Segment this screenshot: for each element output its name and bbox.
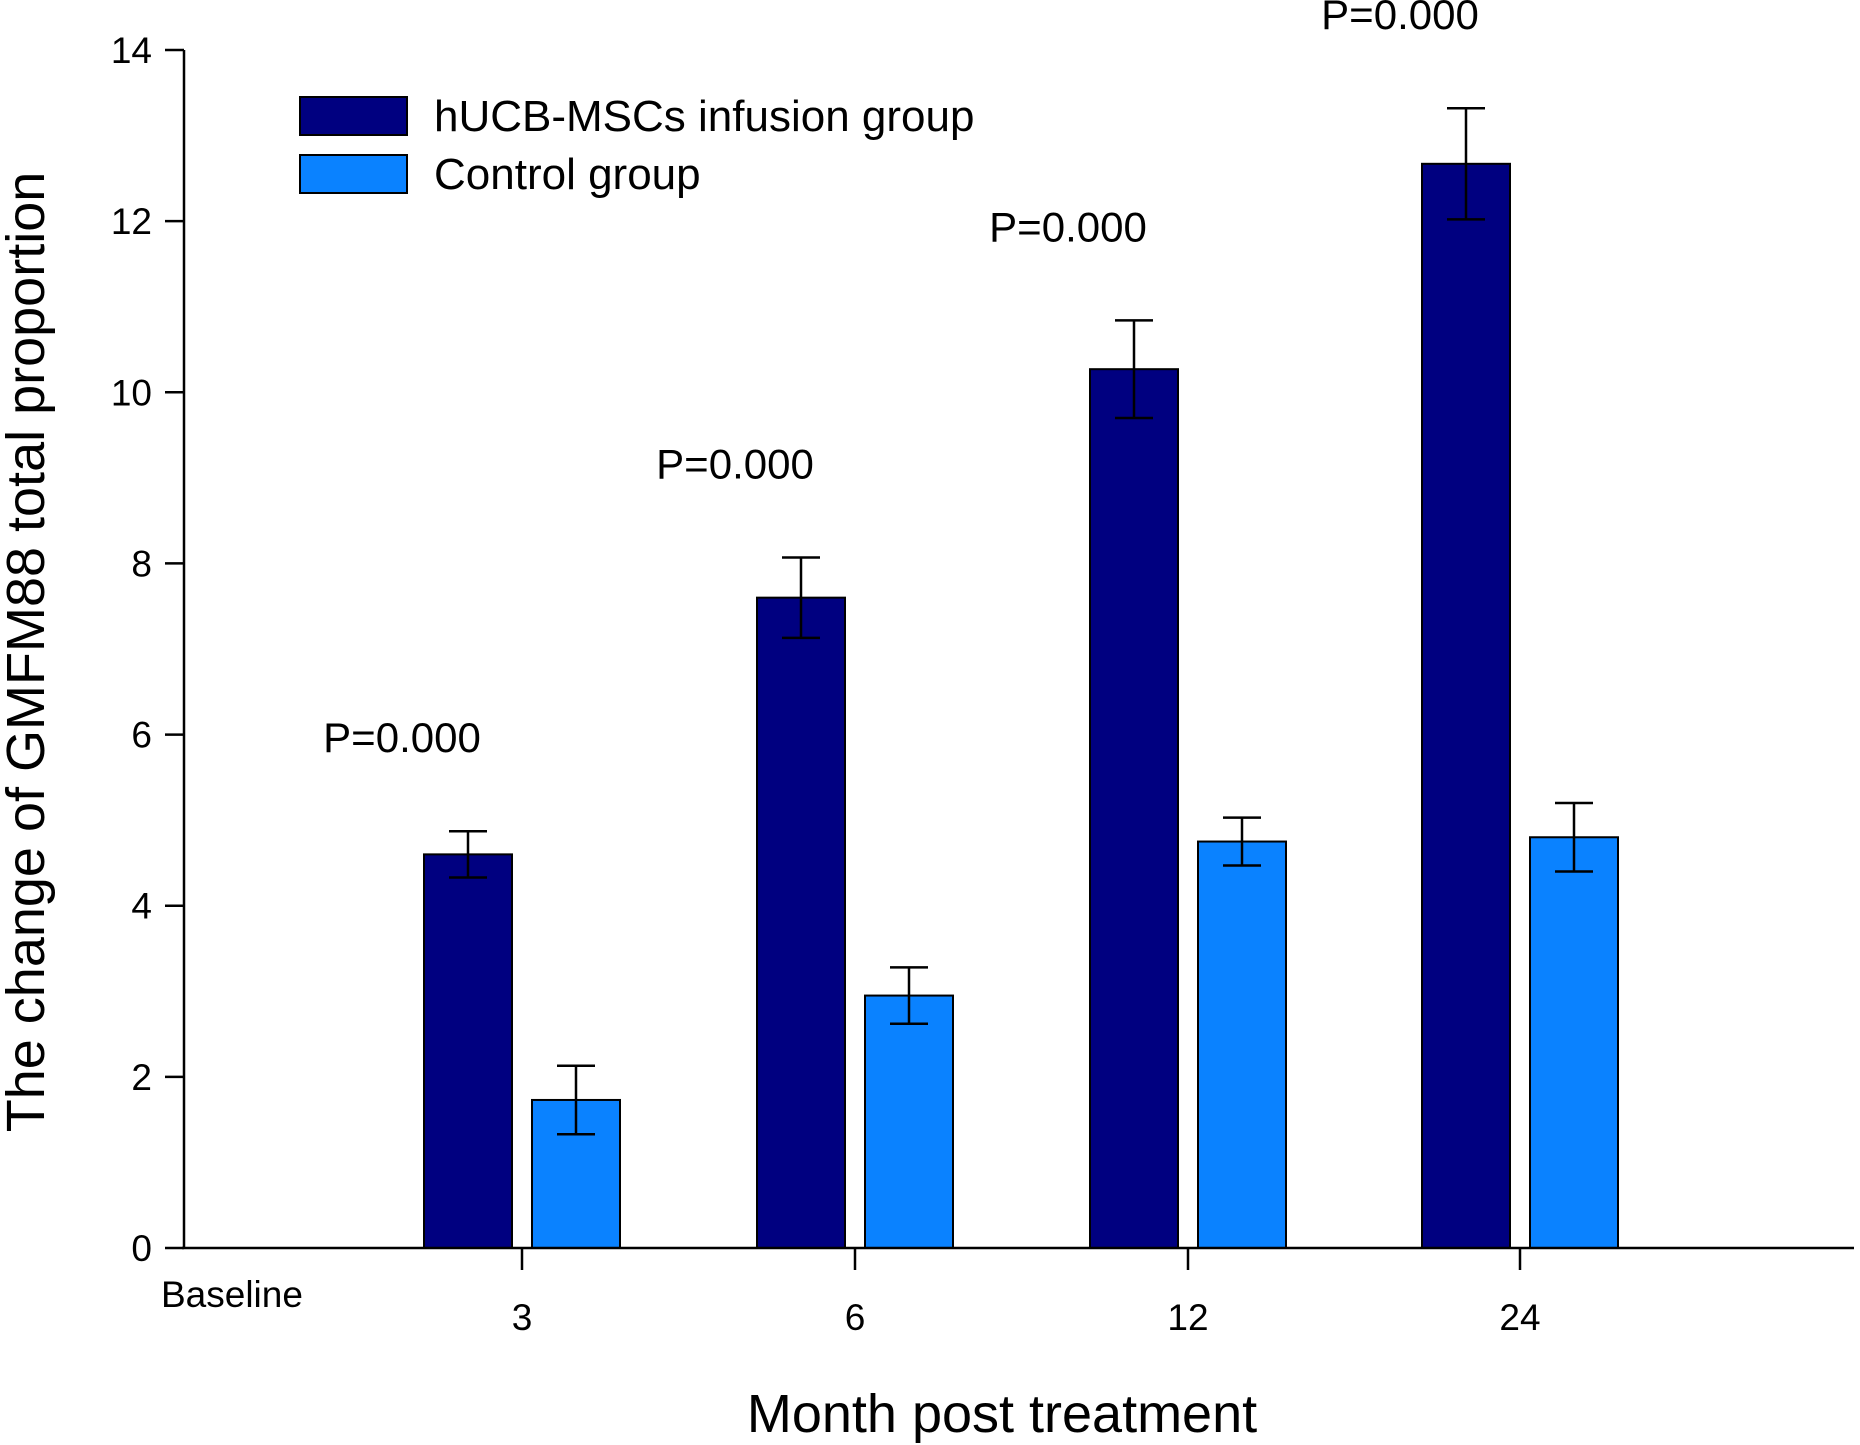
error-bar-control-12	[1223, 816, 1261, 867]
y-tick-label-12: 12	[111, 201, 152, 242]
legend-swatch-control	[299, 154, 408, 194]
p-value-annotation-6: P=0.000	[656, 440, 814, 487]
error-bar-control-6	[890, 966, 928, 1026]
p-value-annotation-12: P=0.000	[989, 203, 1147, 250]
bar-infusion-24	[1421, 162, 1511, 1249]
legend-label-control: Control group	[434, 150, 701, 199]
y-tick-label-4: 4	[131, 886, 152, 927]
x-tick-label-baseline: Baseline	[161, 1274, 303, 1315]
x-tick-label-6: 6	[845, 1297, 866, 1338]
bar-control-12	[1197, 840, 1287, 1249]
y-tick-label-10: 10	[111, 372, 152, 413]
x-tick-label-24: 24	[1499, 1297, 1540, 1338]
bar-control-6	[864, 994, 954, 1249]
y-tick-label-8: 8	[131, 543, 152, 584]
y-tick-label-14: 14	[111, 30, 152, 71]
error-bar-control-3	[557, 1064, 595, 1136]
y-tick-label-6: 6	[131, 715, 152, 756]
y-axis-title: The change of GMFM88 total proportion	[0, 172, 56, 1133]
x-tick-label-3: 3	[512, 1297, 533, 1338]
y-tick-label-0: 0	[131, 1228, 152, 1269]
error-bar-infusion-24	[1447, 106, 1485, 221]
error-bar-infusion-3	[449, 830, 487, 879]
bar-infusion-6	[756, 596, 846, 1249]
bars-layer: P=0.000 P=0.000 P=0.000 P=0.000	[323, 0, 1619, 1249]
bar-control-24	[1529, 836, 1619, 1249]
p-value-annotation-24: P=0.000	[1321, 0, 1479, 38]
x-tick-label-12: 12	[1167, 1297, 1208, 1338]
bar-infusion-3	[423, 853, 513, 1249]
error-bar-infusion-6	[782, 556, 820, 640]
x-axis-title: Month post treatment	[747, 1384, 1257, 1444]
error-bar-infusion-12	[1115, 319, 1153, 420]
error-bar-control-24	[1555, 801, 1593, 873]
y-tick-label-2: 2	[131, 1057, 152, 1098]
legend-swatch-infusion	[299, 96, 408, 136]
p-value-annotation-3: P=0.000	[323, 714, 481, 761]
bar-infusion-12	[1089, 368, 1179, 1249]
legend-label-infusion: hUCB-MSCs infusion group	[434, 92, 974, 141]
legend: hUCB-MSCs infusion group Control group	[299, 92, 974, 199]
